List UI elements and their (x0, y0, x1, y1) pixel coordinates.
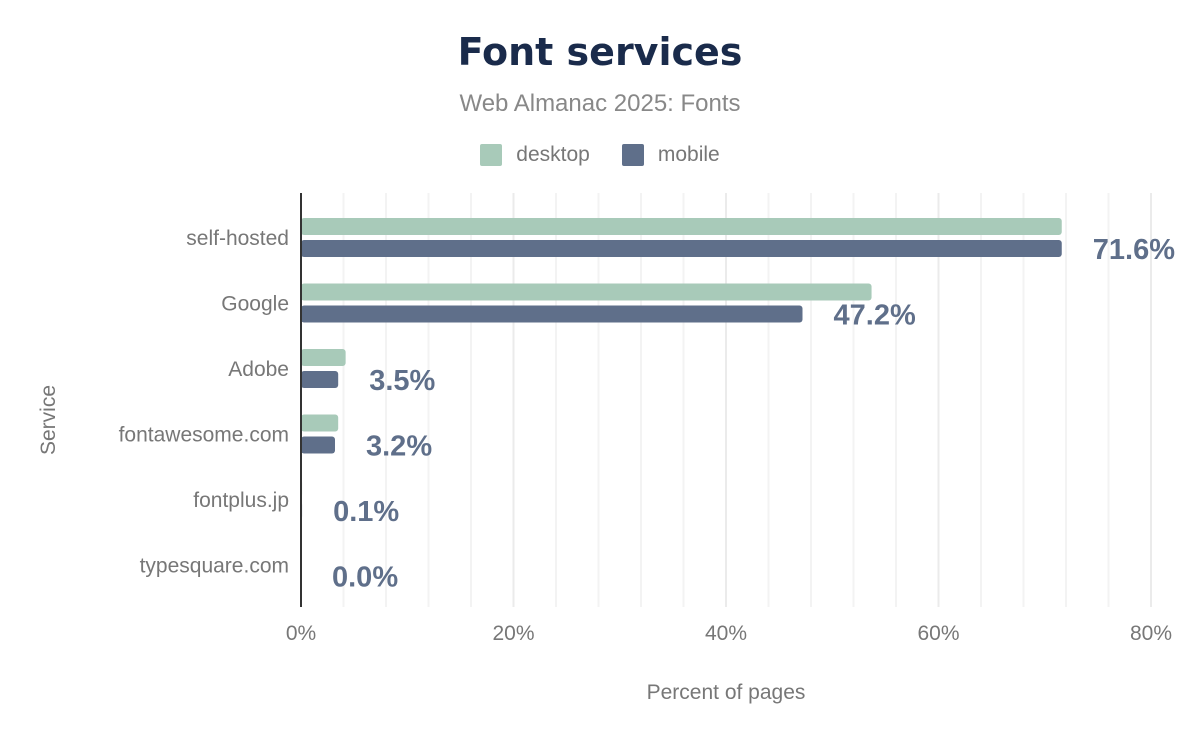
x-tick-label: 20% (492, 622, 534, 645)
chart-title: Font services (457, 30, 743, 74)
legend: desktop mobile (0, 143, 1200, 167)
legend-label-desktop: desktop (516, 143, 590, 166)
category-label: Google (221, 293, 289, 316)
x-tick-label: 0% (286, 622, 316, 645)
bar-desktop (301, 283, 872, 301)
legend-item-desktop[interactable]: desktop (480, 143, 590, 167)
data-label: 47.2% (834, 300, 916, 332)
bar-mobile (301, 371, 339, 388)
category-label: self-hosted (186, 227, 289, 250)
category-label: typesquare.com (140, 555, 289, 578)
data-label: 0.0% (332, 562, 398, 594)
bar-mobile (301, 240, 1062, 257)
category-label: Adobe (228, 358, 289, 381)
legend-label-mobile: mobile (657, 143, 720, 166)
legend-swatch-mobile (621, 144, 644, 166)
category-label: fontplus.jp (193, 489, 289, 512)
chart-subtitle: Web Almanac 2025: Fonts (459, 90, 741, 117)
y-axis-label: Service (37, 385, 60, 455)
data-label: 71.6% (1093, 234, 1175, 266)
data-label: 3.2% (366, 431, 432, 463)
bar-desktop (301, 414, 339, 432)
bar-desktop (301, 218, 1062, 235)
category-label: fontawesome.com (119, 424, 289, 447)
data-label: 3.5% (369, 365, 435, 397)
legend-item-mobile[interactable]: mobile (621, 143, 720, 167)
data-label: 0.1% (333, 496, 399, 528)
bar-desktop (301, 349, 346, 366)
x-tick-label: 80% (1130, 622, 1172, 645)
bar-mobile (301, 305, 803, 323)
bar-mobile (301, 436, 335, 454)
x-tick-label: 60% (917, 622, 959, 645)
x-axis-label: Percent of pages (647, 681, 806, 704)
x-tick-label: 40% (705, 622, 747, 645)
legend-swatch-desktop (480, 144, 503, 166)
